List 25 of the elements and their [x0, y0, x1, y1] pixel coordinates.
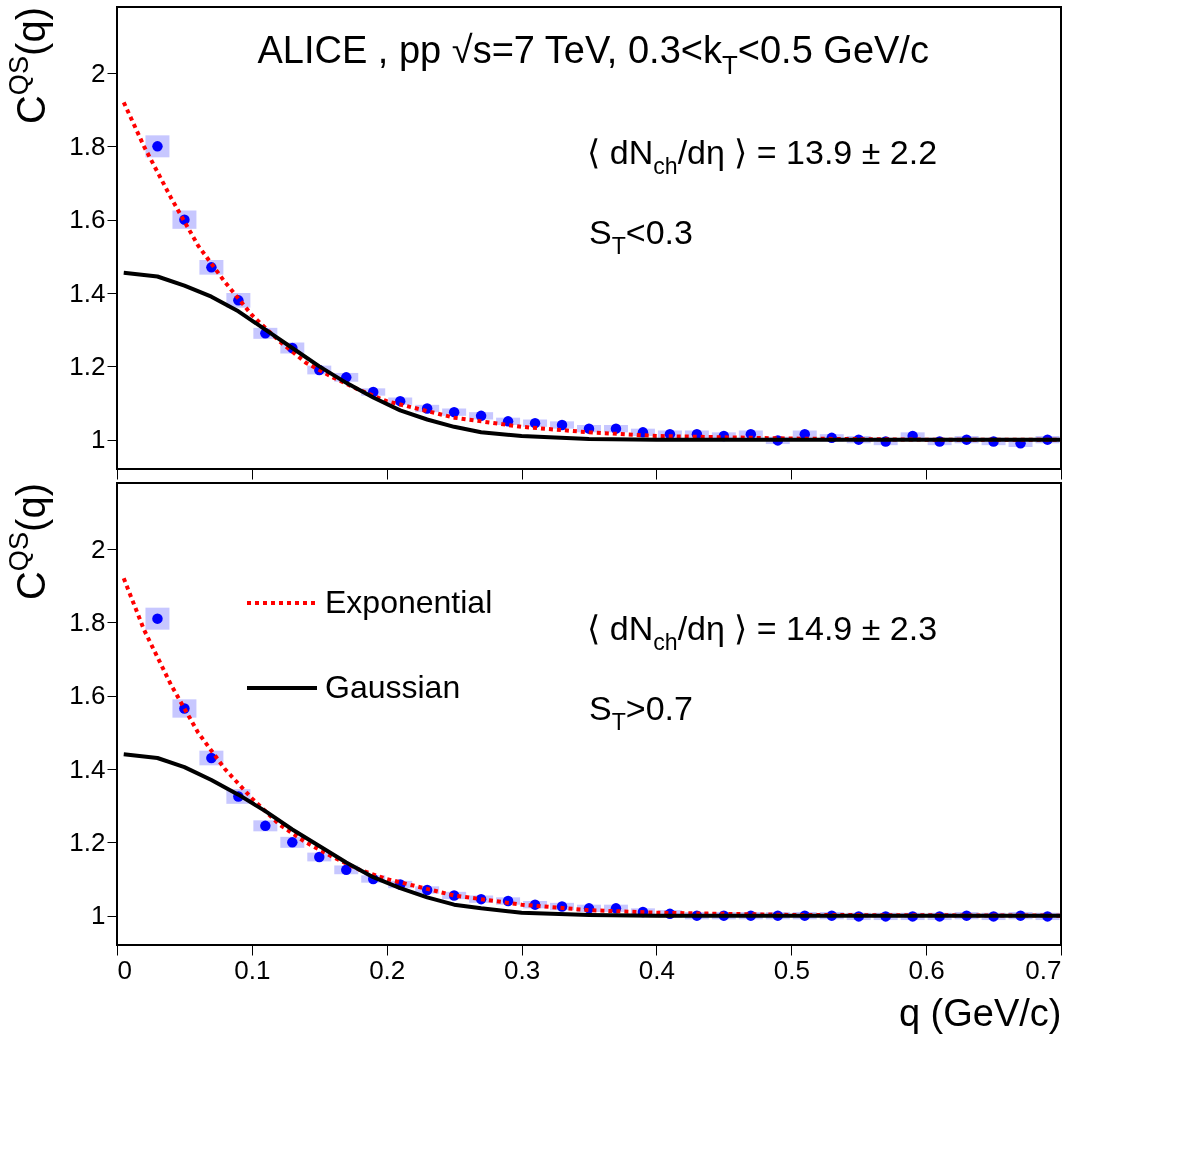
y-tick-label: 1.6: [69, 204, 106, 235]
y-tick-label: 1: [91, 900, 106, 931]
x-tick-label: 0.5: [773, 954, 810, 985]
y-axis-title: CQS(q): [3, 482, 53, 601]
legend-label: Gaussian: [325, 669, 461, 705]
y-tick-label: 2: [91, 57, 106, 88]
y-tick-label: 1.4: [69, 753, 106, 784]
x-tick-label: 0.4: [638, 954, 676, 985]
x-tick-label: 0.6: [908, 954, 945, 985]
x-tick-label: 0.3: [503, 954, 541, 985]
y-axis-title: CQS(q): [3, 6, 53, 125]
y-tick-label: 1.2: [69, 826, 106, 857]
y-tick-label: 1: [91, 424, 106, 455]
legend-label: Exponential: [325, 584, 493, 620]
y-tick-label: 1.2: [69, 350, 106, 381]
x-tick-label: 0.7: [1025, 954, 1062, 985]
y-tick-label: 2: [91, 533, 106, 564]
y-tick-label: 1.8: [69, 130, 106, 161]
y-tick-label: 1.6: [69, 680, 106, 711]
y-tick-label: 1.4: [69, 277, 106, 308]
y-tick-label: 1.8: [69, 606, 106, 637]
x-tick-label: 0.2: [369, 954, 406, 985]
x-tick-label: 0: [117, 954, 132, 985]
x-tick-label: 0.1: [234, 954, 271, 985]
x-axis-title: q (GeV/c): [898, 991, 1062, 1034]
